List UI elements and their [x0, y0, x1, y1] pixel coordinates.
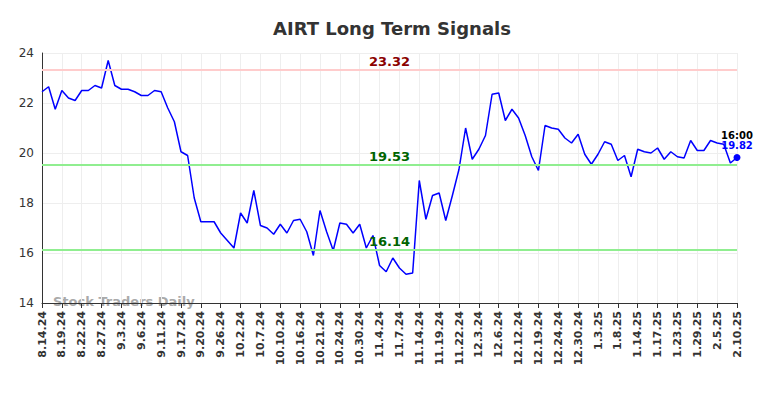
svg-text:8.19.24: 8.19.24 [55, 311, 68, 358]
svg-text:12.24.24: 12.24.24 [552, 311, 565, 366]
svg-text:14: 14 [19, 296, 34, 310]
svg-text:8.14.24: 8.14.24 [36, 311, 49, 358]
svg-text:11.7.24: 11.7.24 [393, 311, 406, 358]
svg-text:9.3.24: 9.3.24 [115, 311, 128, 350]
svg-text:11.14.24: 11.14.24 [413, 311, 426, 366]
svg-text:24: 24 [19, 46, 34, 60]
svg-text:12.6.24: 12.6.24 [492, 311, 505, 358]
svg-text:12.30.24: 12.30.24 [572, 311, 585, 366]
svg-text:8.27.24: 8.27.24 [95, 311, 108, 358]
svg-text:10.16.24: 10.16.24 [294, 311, 307, 366]
svg-text:16:00: 16:00 [721, 129, 753, 141]
svg-text:10.24.24: 10.24.24 [333, 311, 346, 366]
svg-text:11.19.24: 11.19.24 [433, 311, 446, 366]
svg-text:1.29.25: 1.29.25 [691, 311, 704, 358]
svg-text:9.26.24: 9.26.24 [214, 311, 227, 358]
svg-text:19.53: 19.53 [369, 149, 410, 164]
svg-text:10.2.24: 10.2.24 [234, 311, 247, 358]
svg-text:1.23.25: 1.23.25 [671, 311, 684, 358]
svg-text:18: 18 [19, 196, 34, 210]
svg-text:23.32: 23.32 [369, 54, 410, 69]
svg-text:9.17.24: 9.17.24 [175, 311, 188, 358]
svg-text:11.4.24: 11.4.24 [373, 311, 386, 358]
svg-text:11.22.24: 11.22.24 [453, 311, 466, 366]
svg-text:12.3.24: 12.3.24 [472, 311, 485, 358]
svg-text:10.30.24: 10.30.24 [353, 311, 366, 366]
svg-text:1.14.25: 1.14.25 [631, 311, 644, 358]
svg-text:12.19.24: 12.19.24 [532, 311, 545, 366]
svg-text:2.10.25: 2.10.25 [731, 311, 744, 358]
svg-text:20: 20 [19, 146, 34, 160]
svg-text:10.21.24: 10.21.24 [314, 311, 327, 366]
svg-text:12.12.24: 12.12.24 [512, 311, 525, 366]
svg-text:16: 16 [19, 246, 34, 260]
svg-text:Stock Traders Daily: Stock Traders Daily [53, 294, 195, 309]
svg-text:1.17.25: 1.17.25 [651, 311, 664, 358]
svg-text:10.10.24: 10.10.24 [274, 311, 287, 366]
svg-text:9.11.24: 9.11.24 [155, 311, 168, 358]
svg-text:1.8.25: 1.8.25 [611, 311, 624, 350]
svg-text:16.14: 16.14 [369, 234, 410, 249]
svg-text:AIRT Long Term Signals: AIRT Long Term Signals [273, 18, 511, 39]
svg-text:19.82: 19.82 [721, 140, 753, 151]
svg-text:10.7.24: 10.7.24 [254, 311, 267, 358]
svg-text:9.6.24: 9.6.24 [135, 311, 148, 350]
svg-text:9.20.24: 9.20.24 [194, 311, 207, 358]
svg-text:1.3.25: 1.3.25 [592, 311, 605, 350]
svg-text:2.5.25: 2.5.25 [711, 311, 724, 350]
svg-text:22: 22 [19, 96, 34, 110]
svg-text:8.22.24: 8.22.24 [75, 311, 88, 358]
